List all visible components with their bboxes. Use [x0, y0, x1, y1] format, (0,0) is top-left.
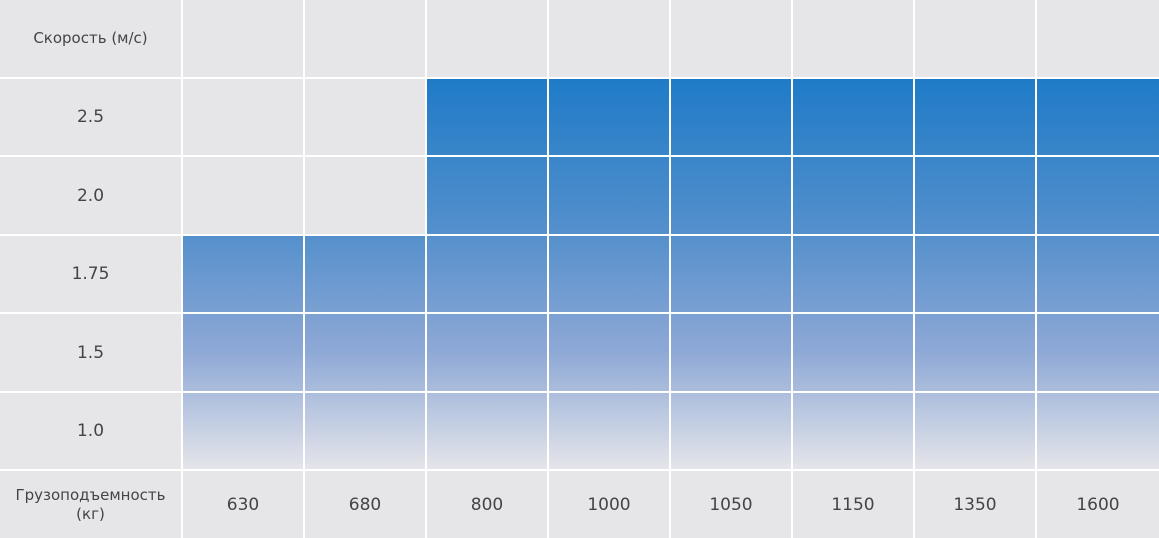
available-cell	[915, 157, 1035, 234]
capacity-value: 1350	[953, 494, 997, 515]
capacity-value: 1000	[587, 494, 631, 515]
available-cell	[183, 236, 303, 312]
available-cell	[427, 393, 547, 469]
speed-label: 1.0	[0, 393, 181, 469]
capacity-value: 1050	[709, 494, 753, 515]
empty-cell	[427, 0, 547, 77]
speed-label: 2.0	[0, 157, 181, 234]
unavailable-cell	[183, 79, 303, 155]
empty-cell	[671, 0, 791, 77]
available-cell	[671, 314, 791, 391]
column-label-line: (кг)	[76, 504, 105, 523]
column-label-line: Грузоподъемность	[15, 485, 166, 504]
available-cell	[1037, 314, 1159, 391]
available-cell	[915, 314, 1035, 391]
speed-label: 1.75	[0, 236, 181, 312]
available-cell	[427, 157, 547, 234]
unavailable-cell	[305, 79, 425, 155]
available-cell	[915, 393, 1035, 469]
speed-value: 1.75	[71, 264, 110, 284]
available-cell	[793, 79, 913, 155]
capacity-value: 800	[470, 494, 504, 515]
available-cell	[305, 314, 425, 391]
empty-cell	[915, 0, 1035, 77]
capacity-label: 1600	[1037, 471, 1159, 538]
capacity-label: 1050	[671, 471, 791, 538]
available-cell	[671, 236, 791, 312]
speed-label: 2.5	[0, 79, 181, 155]
available-cell	[549, 236, 669, 312]
capacity-label: 1350	[915, 471, 1035, 538]
available-cell	[915, 79, 1035, 155]
capacity-label: 1150	[793, 471, 913, 538]
capacity-label: 630	[183, 471, 303, 538]
available-cell	[793, 393, 913, 469]
speed-value: 2.0	[76, 185, 105, 206]
available-cell	[671, 79, 791, 155]
capacity-label: 1000	[549, 471, 669, 538]
available-cell	[549, 393, 669, 469]
available-cell	[793, 236, 913, 312]
available-cell	[427, 314, 547, 391]
available-cell	[549, 314, 669, 391]
speed-value: 2.5	[76, 107, 105, 127]
capacity-label: 800	[427, 471, 547, 538]
capacity-value: 630	[226, 494, 260, 515]
available-cell	[671, 157, 791, 234]
column-label: Грузоподъемность (кг)	[0, 471, 181, 538]
available-cell	[671, 393, 791, 469]
available-cell	[427, 236, 547, 312]
capacity-value: 1600	[1076, 494, 1120, 515]
capacity-label: 680	[305, 471, 425, 538]
available-cell	[305, 236, 425, 312]
available-cell	[793, 157, 913, 234]
available-cell	[427, 79, 547, 155]
available-cell	[549, 157, 669, 234]
capacity-value: 680	[348, 494, 382, 515]
available-cell	[305, 393, 425, 469]
capacity-value: 1150	[831, 494, 875, 515]
speed-label: 1.5	[0, 314, 181, 391]
available-cell	[1037, 79, 1159, 155]
available-cell	[793, 314, 913, 391]
empty-cell	[305, 0, 425, 77]
available-cell	[915, 236, 1035, 312]
available-cell	[1037, 393, 1159, 469]
available-cell	[549, 79, 669, 155]
available-cell	[1037, 236, 1159, 312]
available-cell	[1037, 157, 1159, 234]
speed-value: 1.5	[76, 342, 105, 363]
empty-cell	[183, 0, 303, 77]
unavailable-cell	[305, 157, 425, 234]
available-cell	[183, 393, 303, 469]
speed-value: 1.0	[76, 421, 105, 441]
unavailable-cell	[183, 157, 303, 234]
available-cell	[183, 314, 303, 391]
empty-cell	[1037, 0, 1159, 77]
empty-cell	[793, 0, 913, 77]
row-label: Скорость (м/с)	[0, 0, 181, 77]
empty-cell	[549, 0, 669, 77]
row-label-text: Скорость (м/с)	[33, 29, 148, 48]
